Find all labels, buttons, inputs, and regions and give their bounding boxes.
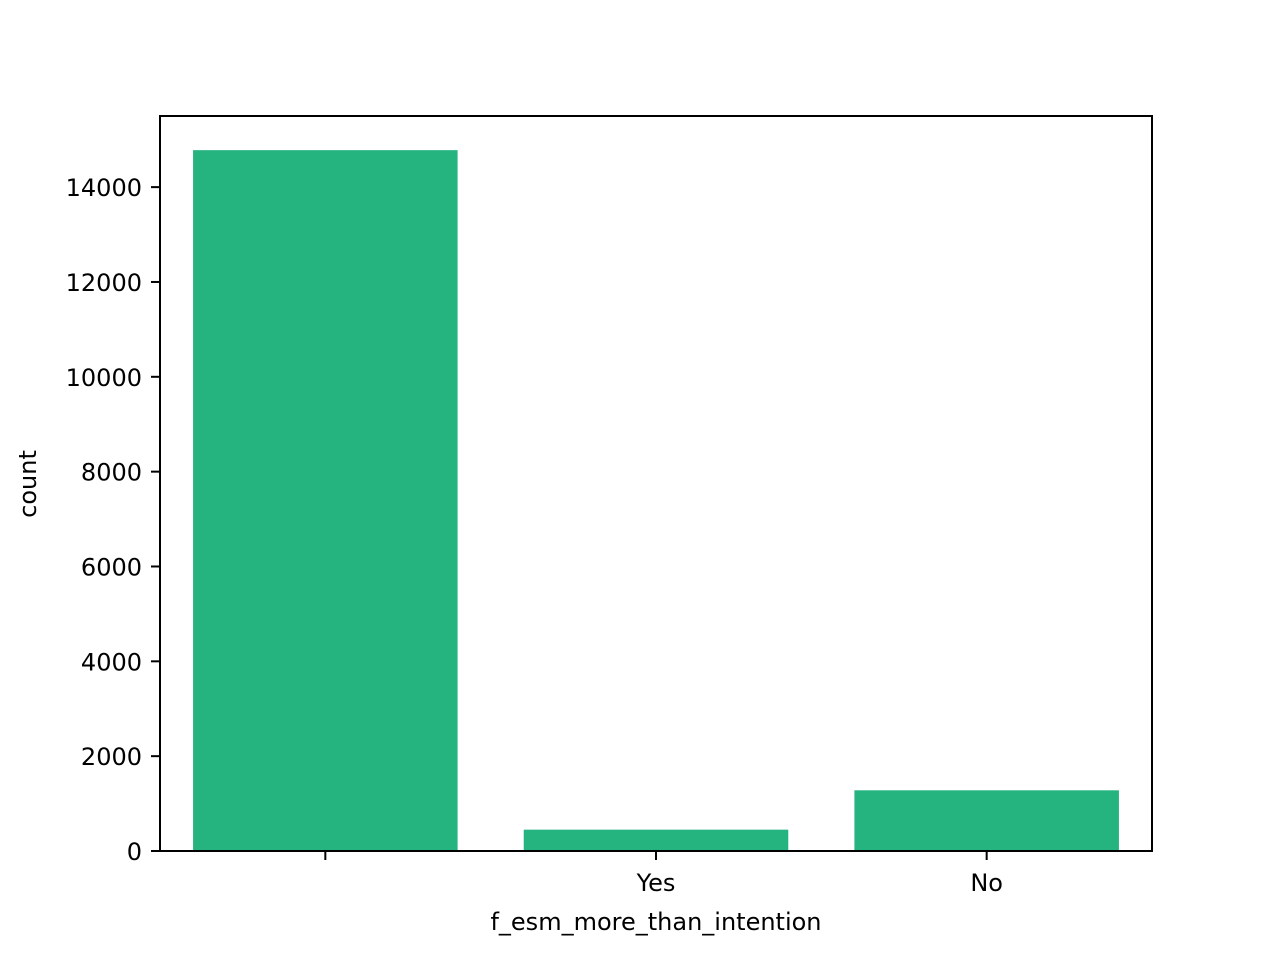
x-axis-ticks: Yes No bbox=[324, 851, 1003, 897]
plot-frame bbox=[159, 115, 1153, 852]
y-tick-label: 0 bbox=[127, 838, 142, 866]
y-tick-label: 2000 bbox=[81, 743, 142, 771]
y-tick-label: 6000 bbox=[81, 553, 142, 581]
y-tick-label: 10000 bbox=[66, 364, 142, 392]
y-tick-label: 8000 bbox=[81, 459, 142, 487]
y-tick-label: 14000 bbox=[66, 174, 142, 202]
y-axis-ticks: 0 2000 4000 6000 8000 10000 12000 14000 bbox=[66, 174, 160, 866]
y-tick-label: 4000 bbox=[81, 648, 142, 676]
bar-Yes bbox=[523, 829, 789, 851]
bar-blank bbox=[193, 150, 458, 851]
x-tick-label: No bbox=[970, 869, 1003, 897]
bar-No bbox=[854, 790, 1119, 851]
bars-group bbox=[193, 150, 1119, 851]
y-axis-label: count bbox=[14, 450, 42, 518]
y-tick-label: 12000 bbox=[66, 269, 142, 297]
x-tick-label: Yes bbox=[636, 869, 676, 897]
x-axis-label: f_esm_more_than_intention bbox=[490, 908, 821, 936]
